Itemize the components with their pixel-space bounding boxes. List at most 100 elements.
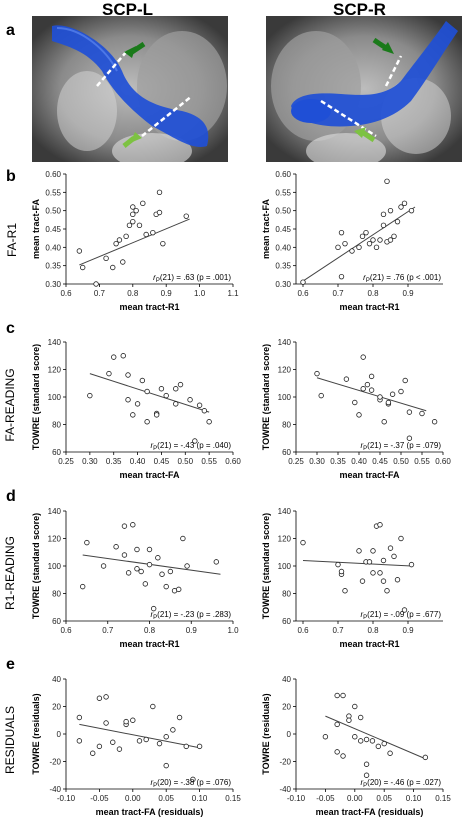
- y-axis-label: TOWRE (standard score): [261, 513, 271, 619]
- data-point: [113, 544, 119, 550]
- data-point: [123, 233, 129, 240]
- x-axis-label: mean tract-R1: [119, 302, 179, 312]
- data-point: [187, 397, 193, 403]
- data-point: [213, 559, 219, 565]
- panel-letter-b: b: [6, 168, 16, 185]
- data-point: [391, 233, 397, 240]
- data-point: [190, 776, 196, 783]
- y-axis-label: TOWRE (standard score): [31, 344, 41, 450]
- data-point: [160, 240, 166, 247]
- data-point: [357, 738, 364, 744]
- fit-line: [302, 560, 412, 567]
- data-point: [130, 412, 136, 418]
- stat-annotation: rP(21) = -.43 (p = .040): [150, 441, 231, 452]
- data-point: [356, 548, 362, 554]
- data-point: [163, 762, 169, 769]
- x-tick-label: 0.00: [347, 794, 363, 803]
- panel-letter-c: c: [6, 320, 15, 337]
- data-point: [352, 703, 358, 710]
- x-tick-label: 0.60: [435, 457, 451, 466]
- stat-annotation: rP(20) = -.38 (p = .076): [150, 778, 231, 789]
- data-point: [384, 178, 390, 185]
- y-axis-label: mean tract-FA: [31, 198, 41, 259]
- data-point: [150, 229, 156, 236]
- x-tick-label: 0.8: [367, 289, 379, 298]
- stat-annotation: rP(20) = -.46 (p = .027): [360, 778, 441, 789]
- data-point: [196, 402, 203, 408]
- data-point: [422, 754, 429, 761]
- data-point: [201, 408, 208, 414]
- data-point: [363, 772, 370, 778]
- data-point: [173, 386, 179, 392]
- x-axis-label: mean tract-FA: [339, 470, 400, 480]
- data-point: [406, 409, 413, 415]
- data-point: [387, 750, 393, 756]
- y-tick-label: 100: [48, 393, 62, 402]
- data-point: [163, 734, 169, 740]
- stat-annotation: rP(21) = .76 (p < .001): [363, 273, 441, 284]
- data-point: [338, 273, 345, 280]
- data-point: [343, 376, 350, 382]
- data-point: [389, 391, 396, 397]
- data-point: [338, 229, 345, 236]
- y-axis-label: TOWRE (residuals): [261, 693, 271, 774]
- x-tick-label: 0.40: [351, 457, 367, 466]
- data-point: [139, 377, 146, 384]
- data-point: [349, 248, 355, 254]
- data-point: [363, 761, 370, 767]
- data-point: [173, 401, 179, 407]
- x-tick-label: 0.25: [288, 457, 304, 466]
- data-point: [377, 237, 383, 243]
- panel-letter-e: e: [6, 656, 15, 673]
- data-point: [76, 248, 83, 254]
- data-point: [401, 200, 408, 207]
- y-tick-label: 20: [52, 703, 61, 712]
- data-point: [387, 237, 394, 243]
- chart-b-right: 0.6 0.7 0.8 0.9 0.30 0.35 0.40 0.45 0.50 0.55 0.60…: [261, 170, 443, 312]
- data-point: [356, 412, 362, 418]
- stat-annotation: rP(21) = -.37 (p = .079): [360, 441, 441, 452]
- x-axis-label: mean tract-R1: [119, 639, 179, 649]
- chart-d-right: 0.6 0.7 0.8 0.9 60 80 100 120 140 mean tract-R1 TO…: [261, 507, 443, 649]
- data-point: [387, 545, 394, 551]
- data-point: [113, 240, 119, 247]
- data-point: [183, 213, 189, 219]
- data-point: [387, 207, 394, 214]
- y-tick-label: 80: [282, 590, 291, 599]
- x-tick-label: 0.25: [58, 457, 74, 466]
- data-point: [100, 563, 107, 569]
- y-tick-label: 80: [282, 421, 291, 430]
- y-axis-label: mean tract-FA: [261, 198, 271, 259]
- x-tick-label: 0.9: [402, 289, 414, 298]
- data-point: [184, 563, 190, 569]
- data-point: [381, 740, 387, 747]
- data-point: [130, 218, 136, 225]
- y-tick-label: 60: [52, 617, 61, 626]
- data-point: [134, 566, 140, 572]
- chart-b-left: 0.6 0.7 0.8 0.9 1.0 1.1 0.30 0.35 0.40 0.45 0.50 0.…: [31, 170, 239, 312]
- data-point: [130, 522, 136, 528]
- data-point: [76, 738, 83, 744]
- x-tick-label: 0.8: [144, 626, 156, 635]
- data-point: [90, 750, 96, 756]
- tract-right: [291, 21, 458, 127]
- data-point: [196, 743, 203, 750]
- y-tick-label: 20: [282, 703, 291, 712]
- x-axis-label: mean tract-FA: [119, 470, 180, 480]
- data-point: [170, 727, 176, 733]
- y-tick-label: 40: [282, 675, 291, 684]
- data-point: [380, 211, 387, 218]
- x-axis-label: mean tract-R1: [339, 302, 399, 312]
- y-tick-label: 0.50: [45, 207, 61, 216]
- data-point: [359, 578, 366, 584]
- x-tick-label: 1.1: [227, 289, 239, 298]
- x-tick-label: 0.15: [435, 794, 451, 803]
- data-point: [120, 259, 126, 265]
- y-tick-label: 140: [48, 338, 62, 347]
- data-point: [140, 200, 146, 207]
- x-tick-label: -0.05: [316, 794, 335, 803]
- chart-d-left: 0.6 0.7 0.8 0.9 1.0 60 80 100 120 140 mean tract-R…: [31, 507, 239, 649]
- y-tick-label: -20: [49, 758, 61, 767]
- y-tick-label: 60: [282, 617, 291, 626]
- y-tick-label: 0.60: [275, 170, 291, 179]
